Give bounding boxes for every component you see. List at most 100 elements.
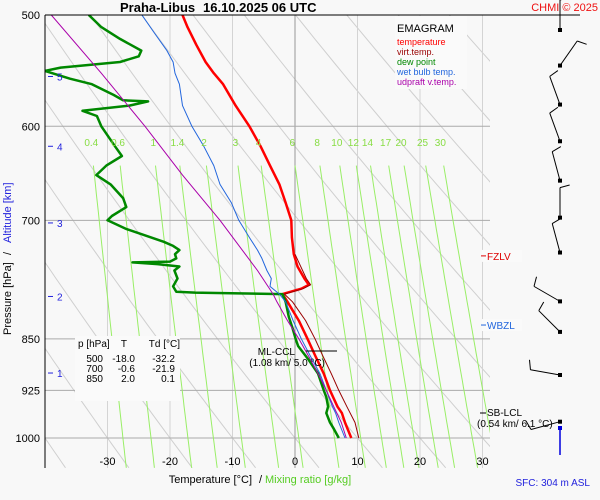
x-axis-label-sep: /: [259, 474, 263, 486]
pressure-tick-label: 600: [22, 121, 40, 133]
series-layer: [45, 15, 360, 439]
summary-table: p [hPa] T Td [°C] 500 -18.0 -32.2 700 -0.6 -21.9…: [78, 339, 180, 385]
dry-adiabat-line: [397, 15, 490, 122]
mixing-ratio-line: [92, 165, 127, 468]
wind-barb-feather: [551, 218, 562, 224]
wbzl-label-bg: [482, 319, 522, 332]
wind-barb-layer: [525, 0, 587, 455]
y-axis-label-2: Altitude [km]: [2, 182, 14, 243]
wind-barb-feather: [525, 420, 532, 430]
series-dew-point-line: [45, 15, 340, 439]
pressure-tick-label: 1000: [16, 433, 40, 445]
wind-barb-dot: [558, 102, 562, 107]
dry-adiabat-line: [89, 15, 447, 468]
wind-barb-feather: [549, 106, 559, 114]
mixing-ratio-label: 20: [395, 138, 407, 149]
temperature-tick-label: -10: [225, 456, 241, 468]
legend-item: udpraft v.temp.: [397, 77, 456, 87]
wbzl-label: WBZL: [487, 321, 515, 332]
fzlv-label: FZLV: [487, 252, 511, 263]
table-cell: 700: [86, 364, 103, 375]
mixing-ratio-label: 0.6: [111, 138, 125, 149]
legend-item: virt.temp.: [397, 47, 434, 57]
dry-adiabat-line: [580, 0, 600, 468]
mixing-ratio-label: 2: [201, 138, 207, 149]
mixing-ratio-line: [237, 165, 280, 468]
wind-barb-staff: [559, 40, 578, 66]
mixing-ratio-line: [260, 165, 304, 468]
table-cell: 2.0: [121, 374, 135, 385]
mixing-ratio-line: [155, 165, 193, 468]
mixing-ratio-label: 1: [150, 138, 156, 149]
wind-barb-staff: [549, 76, 561, 105]
mixing-ratio-line: [119, 165, 155, 468]
altitude-tick-label: 3: [57, 219, 63, 230]
mixing-ratio-layer: [92, 165, 490, 468]
wind-barb-dot: [558, 215, 562, 220]
table-cell: 0.1: [161, 374, 175, 385]
wind-barb-feather: [528, 359, 531, 370]
table-cell: -18.0: [112, 354, 135, 365]
wind-barb-feather: [577, 40, 587, 45]
sb-lcl-detail: (0.54 km/ 6.1 °C): [477, 419, 553, 430]
wind-barb-staff: [533, 285, 561, 302]
mixing-ratio-label: 3: [233, 138, 239, 149]
temperature-tick-label: -30: [100, 456, 116, 468]
mixing-ratio-label: 17: [380, 138, 392, 149]
wind-barb-feather: [549, 70, 559, 77]
mixing-ratio-line: [388, 165, 439, 468]
legend-box: [395, 16, 467, 89]
dry-adiabat-line: [294, 15, 490, 246]
wind-barb-dot: [558, 372, 562, 377]
series-temperature-line: [181, 15, 353, 439]
wind-barb-staff: [549, 112, 561, 142]
x-axis-label: Temperature [°C]: [169, 474, 252, 486]
ml-ccl-label: ML-CCL: [258, 347, 296, 358]
wind-barb-dot: [558, 28, 562, 32]
series-virt-temp-line: [283, 253, 360, 439]
axes-layer: 0.4 0.6 1 1.4 2 3 4 6 8 10 12 14 17 20 25 3050060070085…: [16, 10, 580, 468]
wind-barb-staff: [530, 421, 561, 430]
wind-barb-staff: [530, 369, 561, 376]
surface-label: SFC: 304 m ASL: [516, 478, 591, 489]
mixing-ratio-label: 14: [362, 138, 374, 149]
table-cell: -32.2: [152, 354, 175, 365]
wind-barb-staff: [551, 151, 561, 181]
mixing-ratio-line: [443, 165, 490, 434]
mixing-ratio-label: 10: [331, 138, 343, 149]
mixing-ratio-line: [370, 165, 420, 468]
wind-barb-feather: [559, 184, 570, 189]
wind-barb-staff: [538, 310, 561, 333]
altitude-tick-label: 2: [57, 292, 63, 303]
altitude-tick-label: 4: [57, 142, 63, 153]
temperature-tick-label: 30: [476, 456, 488, 468]
wind-barb-feather: [533, 276, 538, 287]
pressure-tick-label: 500: [22, 10, 40, 22]
pressure-tick-label: 925: [22, 385, 40, 397]
mixing-ratio-label: 12: [348, 138, 360, 149]
mixing-ratio-label: 8: [314, 138, 320, 149]
wind-barb-dot: [558, 139, 562, 144]
temperature-tick-label: 20: [414, 456, 426, 468]
chart-subtitle: 16.10.2025 06 UTC: [203, 0, 317, 15]
mixing-ratio-line: [339, 165, 387, 468]
mixing-ratio-line: [179, 165, 218, 468]
mixing-ratio-label: 25: [417, 138, 429, 149]
mixing-ratio-label: 6: [290, 138, 296, 149]
pressure-tick-label: 700: [22, 215, 40, 227]
dry-adiabat-line: [192, 15, 490, 378]
grid-layer: [45, 0, 600, 468]
wind-barb-dot: [558, 329, 562, 334]
series-udpraft-v-temp-line: [50, 15, 347, 439]
wind-barb-dot: [558, 250, 562, 255]
wind-barb-feather: [551, 146, 562, 153]
ml-ccl-detail: (1.08 km/ 5.0 °C): [249, 358, 325, 369]
dry-adiabat-line: [478, 0, 600, 468]
summary-table-bg: [75, 336, 180, 401]
mixing-ratio-line: [205, 165, 246, 468]
table-header: p [hPa]: [78, 339, 110, 350]
table-cell: 850: [86, 374, 103, 385]
dry-adiabat-line: [45, 261, 193, 468]
